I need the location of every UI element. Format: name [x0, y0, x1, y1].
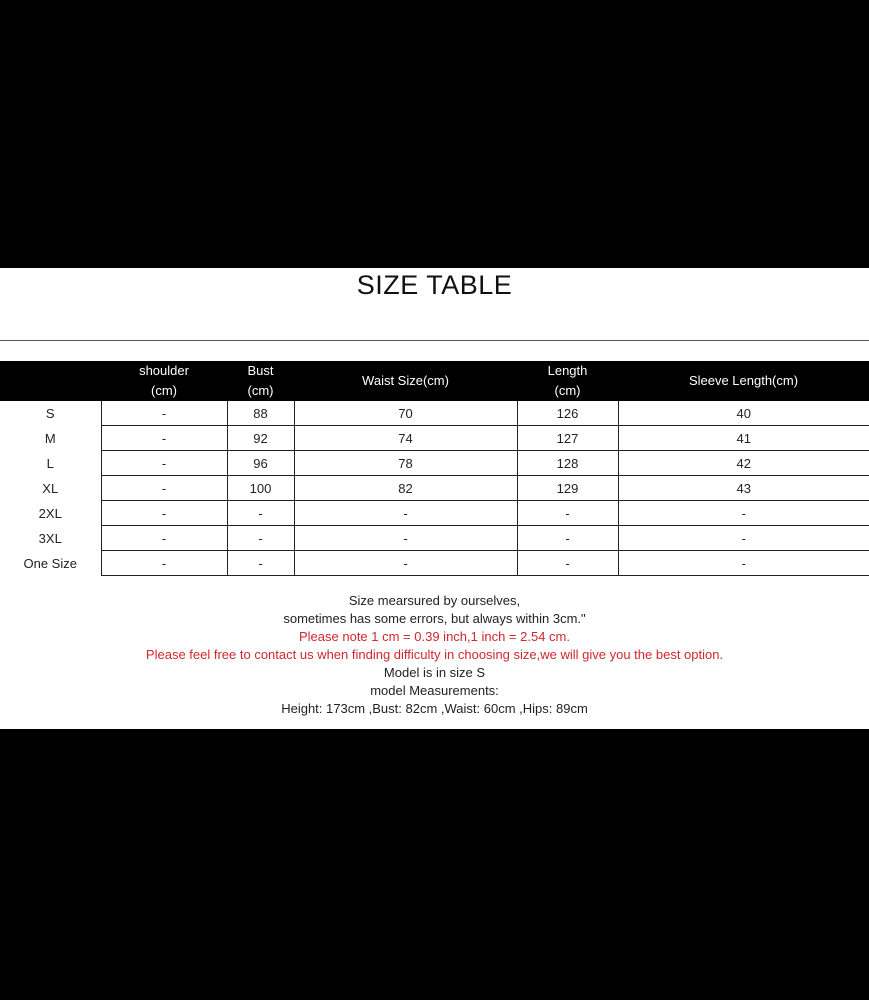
header-unit: (cm) — [247, 383, 274, 398]
table-cell: 74 — [293, 425, 518, 451]
table-row: L -96 78 128 42 — [0, 450, 869, 476]
note-line: Size mearsured by ourselves, — [348, 593, 521, 608]
table-cell: - — [100, 425, 228, 451]
size-label: XL — [42, 480, 59, 496]
size-table: shoulder (cm) Bust (cm) Waist Size(cm) Length… — [0, 361, 869, 576]
table-cell: 43 — [617, 475, 869, 501]
table-cell: - — [100, 550, 228, 576]
note-line: Please feel free to contact us when find… — [145, 647, 724, 662]
table-header: shoulder (cm) Bust (cm) Waist Size(cm) Length… — [0, 361, 869, 401]
table-cell: - — [516, 525, 619, 551]
header-line: shoulder — [139, 363, 189, 378]
column-header: Bust (cm) — [227, 361, 294, 401]
table-cell: 127 — [516, 425, 619, 451]
note-line: Please note 1 cm = 0.39 inch,1 inch = 2.… — [299, 629, 570, 644]
size-label: 2XL — [38, 505, 62, 521]
header-line: Sleeve Length(cm) — [688, 373, 799, 388]
column-header: Sleeve Length(cm) — [618, 361, 869, 401]
table-cell: 96 — [226, 450, 295, 476]
table-cell: 42 — [617, 450, 869, 476]
table-cell: 88 — [226, 401, 295, 426]
table-cell: 100 — [226, 475, 295, 501]
table-cell: - — [293, 525, 518, 551]
header-unit: (cm) — [151, 383, 177, 398]
table-cell: - — [100, 475, 228, 501]
table-cell: - — [100, 500, 228, 526]
size-label: One Size — [23, 555, 77, 571]
header-line: Waist Size(cm) — [362, 373, 449, 388]
size-chart-panel: SIZE TABLE shoulder (cm) Bust (cm) Waist Siz… — [0, 268, 869, 729]
table-cell: - — [617, 550, 869, 576]
table-cell: 126 — [516, 401, 619, 426]
table-cell: - — [100, 450, 228, 476]
size-label: S — [45, 405, 55, 421]
column-header: Length (cm) — [517, 361, 618, 401]
size-label: 3XL — [38, 530, 62, 546]
table-cell: 78 — [293, 450, 518, 476]
table-cell: - — [293, 550, 518, 576]
header-line: Length — [547, 363, 588, 378]
table-cell: - — [516, 500, 619, 526]
note-line: model Measurements: — [370, 683, 499, 698]
table-cell: - — [226, 525, 295, 551]
table-cell: 129 — [516, 475, 619, 501]
page-title: SIZE TABLE — [356, 270, 513, 300]
table-cell: - — [617, 525, 869, 551]
column-header — [0, 361, 101, 401]
note-line: sometimes has some errors, but always wi… — [283, 611, 586, 626]
table-row: XL -100 82 129 43 — [0, 475, 869, 501]
table-cell: - — [617, 500, 869, 526]
table-row: S -88 70 126 40 — [0, 401, 869, 426]
table-cell: - — [100, 525, 228, 551]
header-unit: (cm) — [554, 383, 581, 398]
table-row: 2XL - - - - - — [0, 500, 869, 526]
divider — [0, 340, 869, 341]
table-cell: - — [293, 500, 518, 526]
table-cell: 92 — [226, 425, 295, 451]
header-line: Bust — [247, 363, 274, 378]
size-notes: Size mearsured by ourselves, sometimes ha… — [0, 592, 869, 718]
table-cell: - — [516, 550, 619, 576]
table-cell: 82 — [293, 475, 518, 501]
table-cell: 40 — [617, 401, 869, 426]
note-line: Height: 173cm ,Bust: 82cm ,Waist: 60cm ,… — [281, 701, 588, 716]
table-row: 3XL - - - - - — [0, 525, 869, 551]
size-label: L — [46, 455, 54, 471]
table-cell: - — [100, 401, 228, 426]
table-cell: - — [226, 500, 295, 526]
column-header: shoulder (cm) — [101, 361, 227, 401]
size-label: M — [44, 430, 56, 446]
note-line: Model is in size S — [383, 665, 486, 680]
table-cell: 128 — [516, 450, 619, 476]
table-cell: - — [226, 550, 295, 576]
table-cell: 70 — [293, 401, 518, 426]
column-header: Waist Size(cm) — [294, 361, 517, 401]
table-row: M -92 74 127 41 — [0, 425, 869, 451]
table-row: One Size - - - - - — [0, 550, 869, 576]
table-cell: 41 — [617, 425, 869, 451]
